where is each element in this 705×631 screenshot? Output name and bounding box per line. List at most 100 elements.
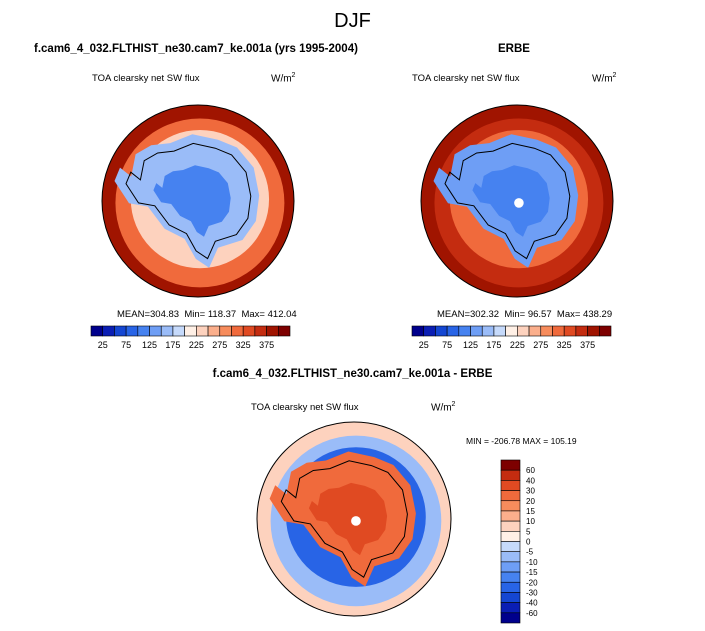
colorbar-box xyxy=(458,325,471,337)
colorbar-box xyxy=(500,541,521,552)
map-panel-2 xyxy=(420,104,614,298)
antarctic-interior-field xyxy=(153,165,231,237)
colorbar-box xyxy=(493,325,506,337)
colorbar-box xyxy=(172,325,185,337)
colorbar-box xyxy=(470,325,483,337)
colorbar-tick-label: 125 xyxy=(463,340,478,350)
colorbar-box xyxy=(90,325,104,337)
colorbar-box xyxy=(500,581,521,593)
pole-hole xyxy=(514,198,524,208)
colorbar-tick-label: 25 xyxy=(98,340,108,350)
colorbar-tick-label: 25 xyxy=(419,340,429,350)
colorbar-box xyxy=(563,325,577,337)
colorbar-box xyxy=(242,325,256,337)
colorbar-box xyxy=(500,459,521,471)
colorbar-box xyxy=(446,325,460,337)
colorbar-tick-label: 15 xyxy=(526,507,535,516)
colorbar-tick-label: 20 xyxy=(526,497,535,506)
map-panel-3 xyxy=(256,421,452,617)
antarctica-coastline xyxy=(125,142,252,260)
colorbar-tick-label: 275 xyxy=(212,340,227,350)
colorbar-box xyxy=(196,325,209,337)
colorbar-box xyxy=(160,325,174,337)
colorbar-tick-label: 375 xyxy=(580,340,595,350)
colorbar-box xyxy=(423,325,436,337)
colorbar-box xyxy=(500,520,521,532)
colorbar-box xyxy=(184,325,197,337)
colorbar-tick-label: -30 xyxy=(526,588,538,597)
map-border xyxy=(420,104,614,298)
colorbar-tick-label: 75 xyxy=(121,340,131,350)
diff-panel-title: f.cam6_4_032.FLTHIST_ne30.cam7_ke.001a -… xyxy=(212,368,493,380)
colorbar-box xyxy=(102,325,115,337)
colorbar-tick-label: 0 xyxy=(526,538,531,547)
diff-stats-label: MIN = -206.78 MAX = 105.19 xyxy=(466,436,577,446)
colorbar-tick-label: 10 xyxy=(526,517,535,526)
colorbar-box xyxy=(231,325,244,337)
colorbar-tick-label: 125 xyxy=(142,340,157,350)
colorbar-tick-label: -10 xyxy=(526,558,538,567)
colorbar-tick-label: 375 xyxy=(259,340,274,350)
colorbar-tick-label: 60 xyxy=(526,466,535,475)
antarctic-interior-field xyxy=(308,482,388,556)
diff-units-label: W/m2 xyxy=(431,401,456,414)
colorbar-box xyxy=(500,561,521,573)
antarctica-coastline xyxy=(280,460,408,578)
right-stats-label: MEAN=302.32 Min= 96.57 Max= 438.29 xyxy=(437,309,613,320)
colorbar-tick-label: -5 xyxy=(526,548,534,557)
colorbar-box xyxy=(500,480,521,491)
left-units-label: W/m2 xyxy=(271,72,296,85)
colorbar-tick-label: 30 xyxy=(526,487,535,496)
figure-title: DJF xyxy=(334,10,371,32)
colorbar-box xyxy=(137,325,150,337)
colorbar-tick-label: 225 xyxy=(510,340,525,350)
colorbar-box xyxy=(435,325,448,337)
right-variable-label: TOA clearsky net SW flux xyxy=(412,73,520,84)
colorbar-box xyxy=(500,531,521,542)
colorbar-box xyxy=(500,500,521,512)
left-variable-label: TOA clearsky net SW flux xyxy=(92,73,200,84)
antarctic-interior-field xyxy=(472,165,550,237)
antarctica-coastline xyxy=(444,142,571,260)
map-border xyxy=(256,421,452,617)
colorbar-box xyxy=(575,325,588,337)
colorbar-tick-label: 325 xyxy=(557,340,572,350)
colorbar-tick-label: 275 xyxy=(533,340,548,350)
colorbar-box xyxy=(505,325,518,337)
colorbar-tick-label: 175 xyxy=(486,340,501,350)
diff-variable-label: TOA clearsky net SW flux xyxy=(251,402,359,413)
pole-hole xyxy=(351,516,361,526)
colorbar-box xyxy=(598,325,612,337)
colorbar-box xyxy=(500,469,521,481)
colorbar-box xyxy=(114,325,127,337)
colorbar-box xyxy=(552,325,565,337)
colorbar-box xyxy=(587,325,600,337)
colorbar-box xyxy=(500,592,521,603)
colorbar-box xyxy=(500,602,521,614)
colorbar-tick-label: 225 xyxy=(189,340,204,350)
colorbar-box xyxy=(500,490,521,502)
right-units-label: W/m2 xyxy=(592,72,617,85)
colorbar-tick-label: 40 xyxy=(526,476,535,485)
colorbar-tick-label: 5 xyxy=(526,527,531,536)
colorbar-box xyxy=(500,551,521,563)
colorbar-tick-label: -20 xyxy=(526,578,538,587)
colorbar-box xyxy=(207,325,221,337)
colorbar-box xyxy=(481,325,495,337)
colorbar-box xyxy=(411,325,425,337)
colorbar-box xyxy=(500,571,521,583)
colorbar-box xyxy=(254,325,267,337)
colorbar-tick-label: 175 xyxy=(165,340,180,350)
left-stats-label: MEAN=304.83 Min= 118.37 Max= 412.04 xyxy=(117,309,297,320)
colorbar-box xyxy=(277,325,291,337)
colorbar-box xyxy=(500,612,521,624)
map-border xyxy=(101,104,295,298)
colorbar-tick-label: 75 xyxy=(442,340,452,350)
colorbar-box xyxy=(266,325,279,337)
colorbar-box xyxy=(540,325,553,337)
colorbar-box xyxy=(517,325,530,337)
colorbar-tick-label: -60 xyxy=(526,609,538,618)
colorbar-tick-label: 325 xyxy=(236,340,251,350)
map-panel-1 xyxy=(101,104,295,298)
